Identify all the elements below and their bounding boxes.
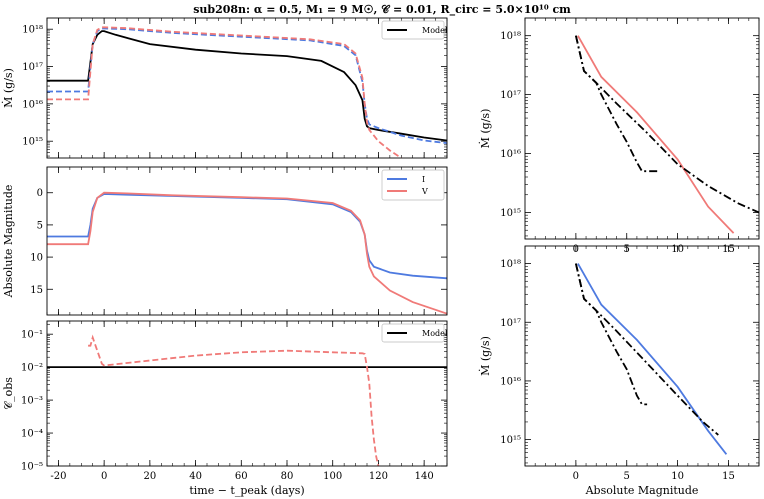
y-tick-label: 15 [30, 285, 43, 296]
legend-box [381, 323, 445, 343]
y-tick-label: 10⁻² [21, 363, 43, 374]
axes-frame [46, 320, 448, 467]
x-tick-label: 0 [101, 471, 107, 482]
legend-box [381, 169, 445, 201]
panel-mdot-vs-time: 10¹⁵ 10¹⁶ 10¹⁷ 10¹⁸ Ṁ (g/s) Model [1, 17, 448, 159]
panel-cobs-vs-time: 10⁻⁵ 10⁻⁴ 10⁻³ 10⁻² 10⁻¹ -20 0 20 40 60 80 100 120 14… [2, 320, 448, 497]
y-tick-label: 10⁻⁴ [21, 429, 43, 440]
y-tick-label: 10¹⁷ [500, 90, 521, 101]
y-tick-label: 10¹⁸ [500, 31, 521, 42]
legend-label: I [422, 175, 425, 184]
legend-label: Model [422, 329, 448, 338]
x-tick-label: 5 [624, 471, 630, 482]
x-axis-label: Absolute Magnitude [585, 484, 699, 497]
x-tick-label: 15 [722, 471, 735, 482]
axes-frame [46, 166, 448, 316]
y-tick-label: 10¹⁵ [500, 435, 521, 446]
x-axis-label: time − t_peak (days) [189, 484, 304, 497]
x-tick-label: 10 [671, 471, 684, 482]
axes-frame [524, 245, 760, 467]
series-line-red-dashed [88, 334, 380, 466]
y-axis-label: Ṁ (g/s) [1, 68, 15, 108]
panel-mag-vs-time: 0 5 10 15 Absolute Magnitude IV [2, 166, 448, 316]
x-tick-label: 100 [323, 471, 342, 482]
y-tick-label: 10¹⁸ [500, 259, 521, 270]
y-tick-label: 10¹⁵ [500, 208, 521, 219]
y-axis-label: 𝒞_obs [2, 377, 15, 410]
y-tick-label: 10¹⁵ [22, 137, 43, 148]
series-line-black-dashdot [575, 35, 658, 173]
series-line-black-dashdot [575, 263, 648, 406]
y-axis-label: Ṁ (g/s) [478, 109, 492, 149]
axes-frame [524, 17, 760, 240]
series-line-red-dashed [47, 26, 402, 158]
series-line-black-dashdot [575, 35, 759, 214]
series-line-v [47, 191, 447, 315]
legend-label: V [421, 187, 428, 196]
y-tick-label: 10⁻⁵ [21, 462, 43, 473]
x-tick-label: 80 [281, 471, 294, 482]
y-axis-label: Ṁ (g/s) [478, 336, 492, 376]
figure-title: sub208n: α = 0.5, M₁ = 9 M☉, 𝒞 = 0.01, R… [193, 3, 571, 17]
y-tick-label: 10¹⁸ [22, 25, 43, 36]
x-tick-label: 20 [143, 471, 156, 482]
x-tick-label: 120 [369, 471, 388, 482]
x-tick-label: 140 [415, 471, 434, 482]
y-tick-label: 0 [37, 188, 43, 199]
legend-label: Model [422, 26, 448, 35]
axes-frame [46, 17, 448, 159]
y-tick-label: 10¹⁷ [22, 62, 43, 73]
y-tick-label: 10¹⁷ [500, 318, 521, 329]
y-tick-label: 10⁻¹ [21, 330, 43, 341]
x-tick-label: 0 [573, 471, 579, 482]
series-line-blue-solid [577, 263, 728, 455]
series-line-black-dashdot [575, 263, 719, 436]
x-tick-label: 60 [235, 471, 248, 482]
x-tick-label: -20 [50, 471, 66, 482]
y-tick-label: 5 [37, 220, 43, 231]
series-line-red-solid [577, 35, 735, 234]
y-tick-label: 10¹⁶ [500, 149, 521, 160]
legend-box [381, 20, 445, 40]
series-line-model [47, 30, 447, 142]
panel-mdot-vs-mag-I: 10¹⁵ 10¹⁶ 10¹⁷ 10¹⁸ 0 5 10 15 Ṁ (g/s) Absolute Ma… [478, 245, 760, 497]
y-tick-label: 10⁻³ [21, 396, 43, 407]
y-axis-label: Absolute Magnitude [2, 185, 15, 299]
y-tick-label: 10¹⁶ [22, 99, 43, 110]
y-tick-label: 10 [30, 253, 43, 264]
y-tick-label: 10¹⁶ [500, 376, 521, 387]
x-tick-label: 40 [189, 471, 202, 482]
series-line-blue-dashed [47, 27, 447, 144]
series-line-i [47, 193, 447, 280]
